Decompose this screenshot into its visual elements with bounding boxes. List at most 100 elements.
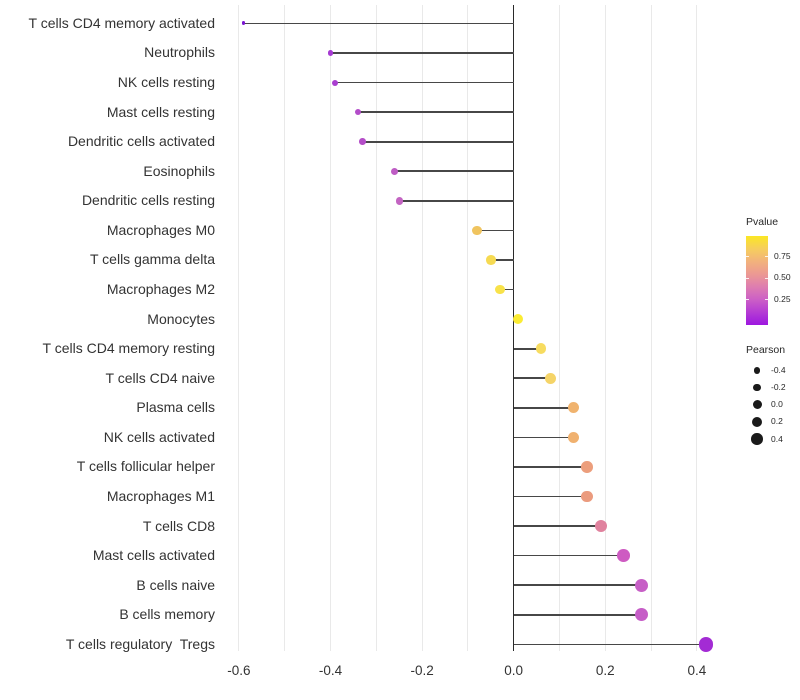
pearson-size-dot bbox=[752, 400, 762, 410]
gridline bbox=[375, 5, 377, 651]
gridline bbox=[238, 5, 240, 651]
y-axis-label: T cells follicular helper bbox=[76, 458, 215, 475]
pvalue-tick-label: 0.75 bbox=[774, 250, 791, 261]
lollipop-stem bbox=[335, 81, 514, 84]
y-axis-label: Monocytes bbox=[147, 310, 215, 327]
lollipop-stem bbox=[499, 288, 514, 291]
pearson-size-label: 0.2 bbox=[771, 416, 783, 427]
y-axis-label: B cells naive bbox=[136, 576, 215, 593]
y-axis-label: T cells CD4 memory activated bbox=[28, 14, 215, 31]
gridline bbox=[604, 5, 606, 651]
lollipop-stem bbox=[394, 170, 514, 173]
y-axis-label: T cells CD4 naive bbox=[105, 369, 215, 386]
gridline bbox=[284, 5, 286, 651]
lollipop-dot bbox=[567, 402, 579, 414]
pvalue-tick-mark bbox=[746, 277, 749, 279]
y-axis-label: NK cells resting bbox=[117, 74, 215, 91]
legend-pearson-title: Pearson bbox=[746, 344, 786, 356]
y-axis-label: Dendritic cells activated bbox=[67, 133, 215, 150]
lollipop-stem bbox=[513, 495, 587, 498]
lollipop-stem bbox=[477, 229, 514, 232]
lollipop-dot bbox=[486, 255, 496, 265]
pvalue-gradient-bar bbox=[746, 236, 768, 325]
lollipop-dot bbox=[513, 314, 524, 325]
pearson-size-label: -0.2 bbox=[771, 382, 786, 392]
x-axis-tick-label: 0.2 bbox=[595, 663, 615, 678]
lollipop-dot bbox=[594, 520, 607, 533]
pvalue-tick-label: 0.50 bbox=[774, 272, 791, 283]
pvalue-tick-mark bbox=[765, 256, 768, 258]
y-axis-label: B cells memory bbox=[119, 606, 215, 623]
lollipop-dot bbox=[390, 167, 399, 175]
lollipop-stem bbox=[513, 613, 642, 616]
x-axis-tick-label: 0.4 bbox=[687, 663, 707, 678]
lollipop-stem bbox=[357, 111, 514, 113]
lollipop-stem bbox=[513, 554, 624, 557]
pvalue-tick-label: 0.25 bbox=[774, 293, 791, 304]
y-axis-label: T cells regulatory Tregs bbox=[65, 635, 215, 652]
lollipop-dot bbox=[544, 372, 556, 384]
gridline bbox=[559, 5, 560, 651]
pearson-size-dot bbox=[753, 367, 761, 374]
pvalue-tick-mark bbox=[746, 299, 749, 301]
lollipop-stem bbox=[490, 259, 514, 261]
lollipop-dot bbox=[581, 461, 593, 473]
lollipop-stem bbox=[243, 22, 514, 25]
lollipop-dot bbox=[581, 490, 593, 503]
pvalue-tick-mark bbox=[765, 277, 768, 279]
y-axis-label: Macrophages M2 bbox=[106, 281, 215, 298]
zero-axis-line bbox=[512, 5, 515, 651]
y-axis-label: Plasma cells bbox=[136, 399, 215, 416]
lollipop-dot bbox=[241, 21, 246, 26]
lollipop-dot bbox=[567, 431, 579, 444]
pearson-size-dot bbox=[751, 433, 763, 445]
pearson-size-label: 0.4 bbox=[771, 433, 783, 444]
lollipop-dot bbox=[472, 225, 482, 235]
y-axis-label: Mast cells activated bbox=[92, 547, 215, 564]
lollipop-stem bbox=[330, 52, 514, 54]
lollipop-stem bbox=[399, 199, 514, 202]
legend-pvalue-title: Pvalue bbox=[746, 216, 779, 228]
gridline bbox=[650, 5, 652, 651]
lollipop-stem bbox=[513, 643, 707, 646]
lollipop-stem bbox=[513, 584, 642, 587]
lollipop-stem bbox=[513, 436, 574, 439]
lollipop-dot bbox=[327, 50, 334, 56]
x-axis-tick-label: -0.2 bbox=[410, 663, 434, 678]
lollipop-stem bbox=[362, 140, 514, 143]
lollipop-dot bbox=[395, 197, 403, 205]
lollipop-dot bbox=[354, 108, 362, 116]
pearson-size-label: 0.0 bbox=[771, 399, 783, 410]
gridline bbox=[330, 5, 331, 651]
lollipop-dot bbox=[495, 284, 505, 295]
x-axis-tick-label: 0.0 bbox=[504, 663, 524, 678]
y-axis-label: Macrophages M1 bbox=[106, 488, 215, 505]
y-axis-label: Neutrophils bbox=[144, 44, 215, 61]
y-axis-label: Eosinophils bbox=[143, 162, 215, 179]
y-axis-label: Macrophages M0 bbox=[106, 221, 215, 238]
lollipop-dot bbox=[635, 578, 649, 592]
lollipop-dot bbox=[617, 549, 630, 562]
lollipop-dot bbox=[635, 608, 649, 622]
pearson-size-label: -0.4 bbox=[771, 364, 786, 375]
gridline bbox=[421, 5, 423, 651]
lollipop-dot bbox=[359, 138, 366, 145]
gridline bbox=[467, 5, 469, 651]
pvalue-tick-mark bbox=[765, 299, 768, 301]
x-axis-tick-label: -0.4 bbox=[318, 663, 343, 678]
lollipop-stem bbox=[513, 347, 542, 350]
lollipop-dot bbox=[698, 637, 714, 652]
y-axis-label: T cells CD4 memory resting bbox=[42, 340, 215, 357]
y-axis-label: NK cells activated bbox=[103, 428, 215, 445]
x-axis-tick-label: -0.6 bbox=[227, 663, 251, 678]
lollipop-stem bbox=[513, 406, 574, 409]
lollipop-stem bbox=[513, 525, 601, 527]
lollipop-stem bbox=[513, 466, 587, 468]
lollipop-dot bbox=[332, 79, 339, 86]
y-axis-label: T cells gamma delta bbox=[89, 251, 215, 268]
lollipop-dot bbox=[535, 343, 547, 354]
pearson-size-dot bbox=[753, 383, 761, 392]
y-axis-label: Dendritic cells resting bbox=[81, 192, 215, 209]
pearson-size-dot bbox=[751, 416, 763, 428]
